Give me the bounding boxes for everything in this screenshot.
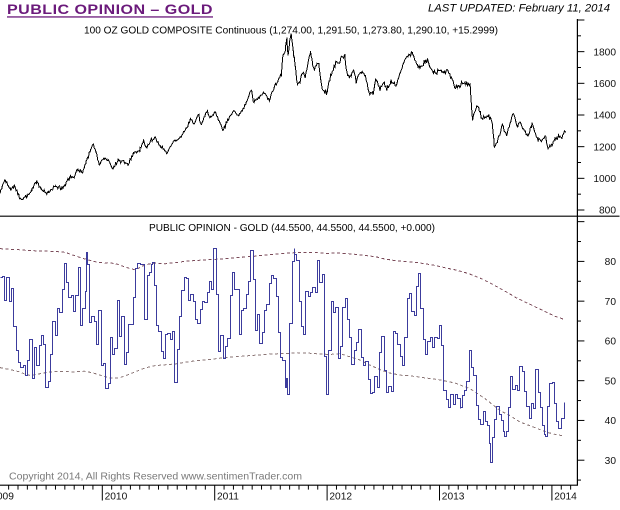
svg-text:80: 80: [605, 257, 617, 268]
svg-text:50: 50: [605, 376, 617, 387]
svg-text:1800: 1800: [593, 47, 616, 58]
svg-text:1000: 1000: [593, 174, 616, 185]
svg-text:1200: 1200: [593, 142, 616, 153]
svg-text:30: 30: [605, 456, 617, 467]
svg-text:2009: 2009: [0, 492, 14, 503]
svg-text:2014: 2014: [554, 492, 577, 503]
svg-text:1400: 1400: [593, 111, 616, 122]
svg-text:2012: 2012: [329, 492, 352, 503]
svg-text:2010: 2010: [105, 492, 128, 503]
svg-text:40: 40: [605, 416, 617, 427]
svg-text:70: 70: [605, 297, 617, 308]
svg-text:PUBLIC OPINION - GOLD (44.5500: PUBLIC OPINION - GOLD (44.5500, 44.5500,…: [149, 223, 435, 234]
svg-text:100 OZ GOLD COMPOSITE Continuo: 100 OZ GOLD COMPOSITE Continuous (1,274.…: [84, 26, 498, 37]
svg-text:60: 60: [605, 337, 617, 348]
svg-text:LAST UPDATED: February 11, 20: LAST UPDATED: February 11, 2014: [428, 3, 610, 15]
svg-text:Copyright 2014, All Rights Res: Copyright 2014, All Rights Reserved www.…: [9, 472, 302, 483]
svg-text:1600: 1600: [593, 79, 616, 90]
svg-text:PUBLIC OPINION – GOLD: PUBLIC OPINION – GOLD: [7, 2, 213, 18]
svg-text:2013: 2013: [442, 492, 465, 503]
svg-text:2011: 2011: [217, 492, 239, 503]
svg-text:800: 800: [599, 206, 616, 217]
